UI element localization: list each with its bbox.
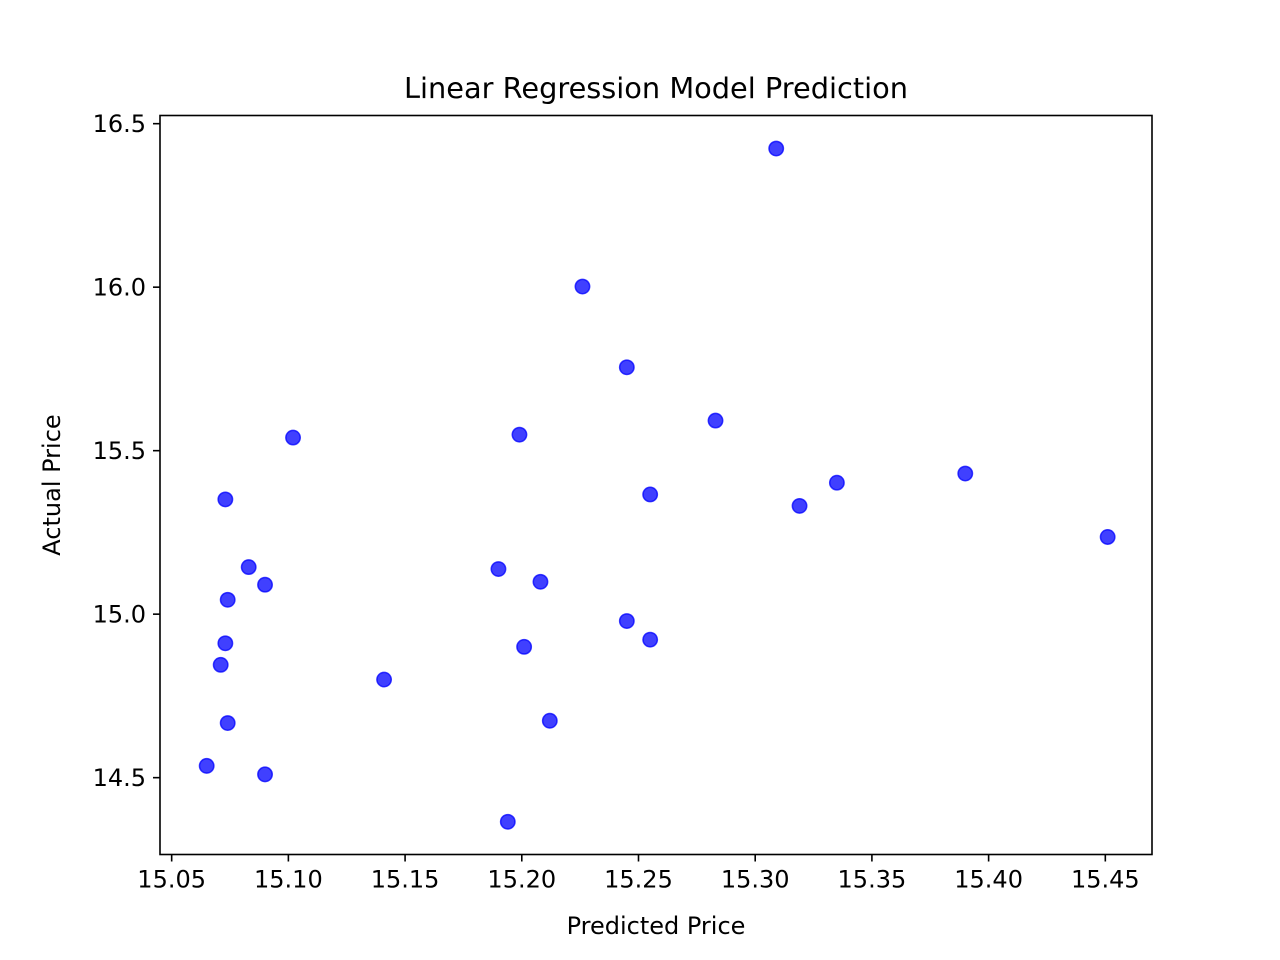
- data-point: [618, 613, 635, 629]
- x-tick-label: 15.30: [721, 866, 790, 894]
- data-point: [490, 561, 507, 577]
- x-tick-label: 15.15: [371, 866, 440, 894]
- data-point: [532, 573, 549, 590]
- data-point: [791, 497, 808, 514]
- data-point: [516, 638, 533, 655]
- data-point: [1099, 529, 1116, 545]
- x-tick-label: 15.10: [254, 866, 323, 894]
- y-axis-label: Actual Price: [38, 414, 66, 555]
- data-point: [499, 813, 516, 830]
- chart-title: Linear Regression Model Prediction: [404, 71, 908, 105]
- plot-frame: [159, 114, 1153, 856]
- x-tick-label: 15.25: [604, 866, 673, 894]
- data-point: [768, 140, 785, 157]
- data-point: [376, 671, 393, 688]
- y-tick-label: 14.5: [93, 764, 146, 792]
- data-point: [541, 712, 558, 729]
- data-point: [511, 426, 528, 443]
- data-point: [957, 465, 974, 482]
- data-point: [217, 635, 234, 652]
- x-tick-label: 15.45: [1071, 866, 1140, 894]
- data-point: [217, 491, 234, 508]
- x-tick-label: 15.35: [838, 866, 907, 894]
- plot-area: [198, 140, 1116, 830]
- data-point: [219, 715, 236, 731]
- x-tick-label: 15.20: [487, 866, 556, 894]
- y-tick-label: 15.5: [93, 437, 146, 465]
- x-axis-label: Predicted Price: [567, 912, 746, 940]
- data-point: [574, 278, 591, 295]
- x-axis: 15.05 15.10 15.15 15.20 15.25 15.30 15.35 15.40…: [137, 854, 1140, 894]
- data-point: [285, 429, 301, 446]
- data-point: [212, 656, 229, 673]
- data-point: [642, 486, 659, 503]
- y-tick-label: 16.0: [93, 274, 146, 302]
- data-point: [219, 591, 236, 608]
- data-point: [828, 474, 845, 491]
- data-point: [707, 412, 724, 429]
- data-point: [642, 631, 659, 648]
- x-tick-label: 15.40: [954, 866, 1023, 894]
- y-tick-label: 16.5: [93, 110, 146, 138]
- data-point: [240, 559, 257, 576]
- data-point: [198, 757, 215, 774]
- data-point: [618, 359, 635, 376]
- y-tick-label: 15.0: [93, 601, 146, 629]
- data-point: [257, 576, 273, 593]
- x-tick-label: 15.05: [137, 866, 206, 894]
- y-axis: 14.5 15.0 15.5 16.0 16.5: [93, 110, 160, 792]
- data-point: [257, 766, 273, 783]
